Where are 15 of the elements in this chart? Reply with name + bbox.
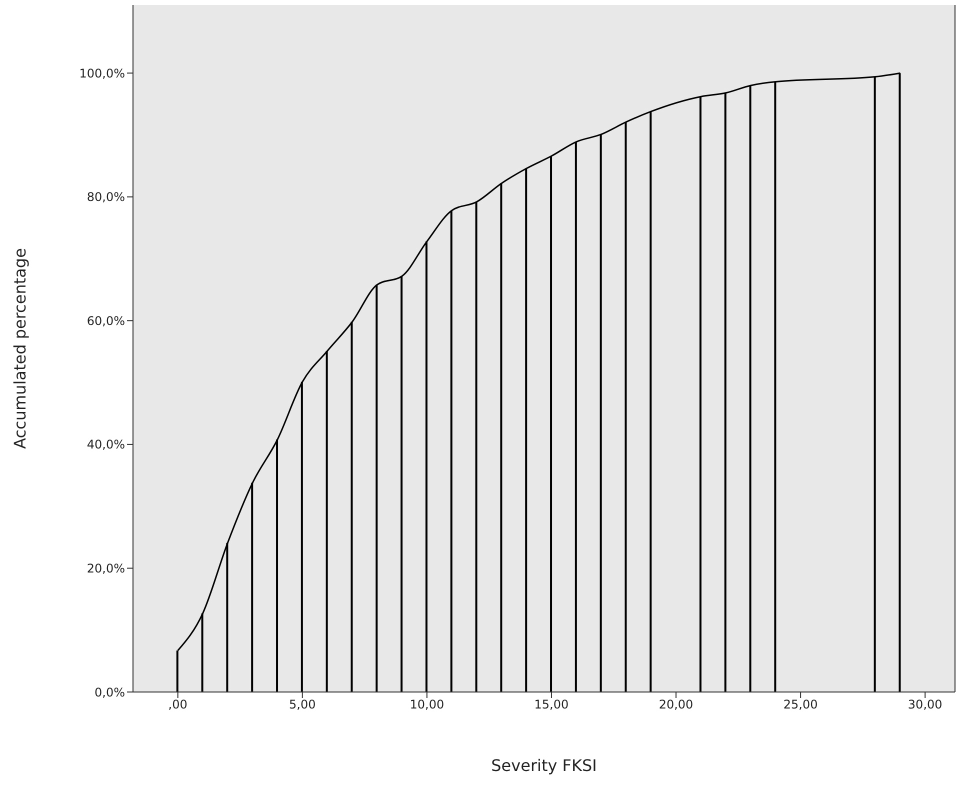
x-tick-label: 10,00 — [410, 698, 444, 712]
x-tick-label: 5,00 — [289, 698, 316, 712]
y-tick-label: 100,0% — [79, 66, 125, 80]
x-tick-label: 20,00 — [658, 698, 694, 712]
y-tick-label: 80,0% — [86, 190, 125, 204]
x-axis-title: Severity FKSI — [491, 756, 597, 775]
y-tick-label: 40,0% — [86, 438, 125, 452]
x-tick-label: 15,00 — [534, 698, 569, 712]
y-tick-label: 60,0% — [86, 314, 125, 328]
y-axis-title: Accumulated percentage — [10, 248, 30, 449]
y-tick-label: 20,0% — [86, 561, 125, 576]
x-tick-label: ,00 — [168, 698, 188, 712]
x-tick-label: 30,00 — [908, 698, 942, 712]
y-tick-label: 0,0% — [94, 685, 125, 700]
x-tick-label: 25,00 — [783, 698, 818, 712]
